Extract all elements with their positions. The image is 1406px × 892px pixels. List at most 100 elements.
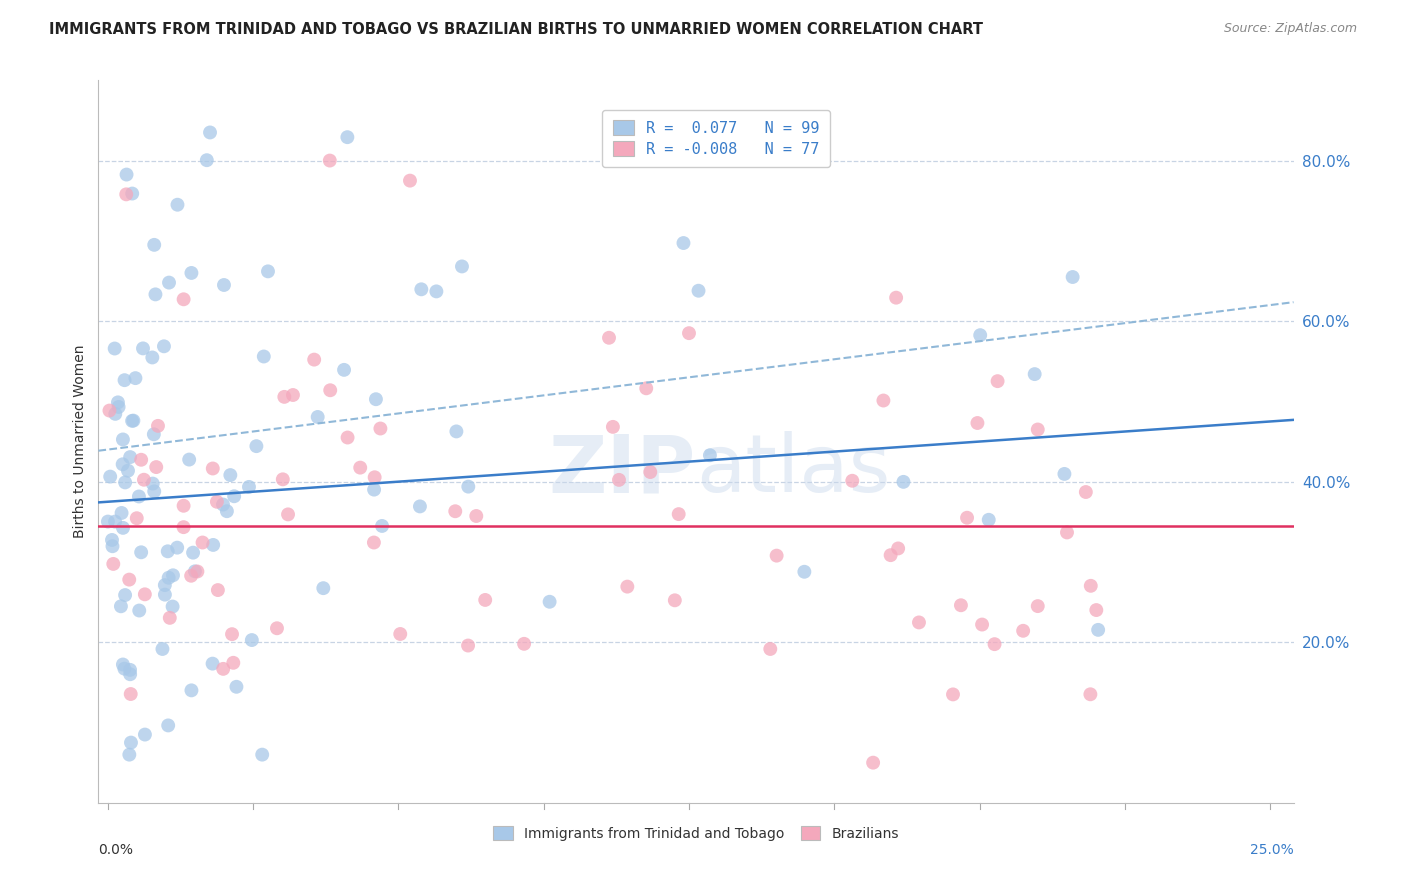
Point (132, 342, 155, 356)
Point (884, 291, 907, 305)
Point (250, 747, 273, 762)
Point (111, 521, 134, 535)
Point (678, 326, 700, 340)
Point (120, 663, 142, 677)
Point (111, 458, 134, 472)
Point (616, 580, 638, 594)
Point (156, 544, 179, 558)
Point (457, 639, 479, 653)
Point (111, 657, 134, 672)
Point (201, 461, 224, 475)
Point (221, 627, 243, 641)
Point (364, 392, 387, 407)
Point (908, 615, 931, 630)
Point (212, 498, 235, 512)
Point (180, 568, 202, 582)
Point (179, 452, 201, 467)
Point (173, 499, 195, 513)
Point (143, 484, 166, 499)
Point (1012, 624, 1035, 638)
Point (302, 352, 325, 367)
Point (977, 513, 1000, 527)
Point (887, 541, 910, 556)
Point (132, 473, 155, 487)
Point (173, 520, 195, 534)
Point (143, 237, 166, 252)
Text: IMMIGRANTS FROM TRINIDAD AND TOBAGO VS BRAZILIAN BIRTHS TO UNMARRIED WOMEN CORRE: IMMIGRANTS FROM TRINIDAD AND TOBAGO VS B… (49, 22, 983, 37)
Point (173, 293, 195, 307)
Point (277, 508, 299, 522)
Point (134, 728, 156, 742)
Point (129, 545, 152, 559)
Point (363, 483, 385, 497)
Point (103, 557, 125, 571)
Point (312, 581, 335, 595)
Text: atlas: atlas (696, 432, 890, 509)
Point (765, 549, 787, 563)
Point (409, 500, 432, 514)
Point (162, 568, 184, 582)
Point (451, 260, 474, 274)
Point (110, 599, 132, 614)
Point (602, 420, 624, 434)
Point (319, 384, 342, 398)
Point (117, 464, 139, 478)
Point (222, 656, 245, 670)
Point (184, 564, 207, 578)
Point (966, 416, 988, 430)
Point (1080, 579, 1102, 593)
Point (598, 331, 620, 345)
Point (125, 511, 148, 525)
Point (120, 667, 142, 681)
Point (969, 328, 991, 343)
Point (166, 197, 188, 211)
Point (142, 476, 165, 491)
Point (159, 611, 181, 625)
Point (201, 657, 224, 671)
Point (266, 621, 288, 635)
Point (271, 472, 294, 486)
Point (181, 546, 204, 560)
Point (281, 388, 304, 402)
Point (104, 342, 127, 356)
Point (98, 403, 121, 417)
Point (107, 395, 129, 409)
Point (219, 468, 242, 483)
Point (411, 282, 433, 296)
Point (319, 153, 342, 168)
Point (872, 393, 894, 408)
Point (336, 130, 359, 145)
Point (145, 460, 167, 475)
Point (128, 603, 150, 617)
Point (257, 264, 280, 278)
Point (146, 418, 169, 433)
Point (513, 637, 536, 651)
Point (142, 427, 165, 442)
Point (97, 515, 120, 529)
Point (465, 508, 488, 523)
Point (107, 400, 129, 414)
Point (240, 633, 263, 648)
Point (191, 535, 214, 549)
Point (207, 583, 229, 598)
Text: ZIP: ZIP (548, 432, 696, 509)
Point (115, 187, 138, 202)
Point (121, 186, 143, 201)
Point (120, 687, 142, 701)
Point (111, 433, 134, 447)
Point (101, 533, 124, 547)
Point (363, 535, 385, 549)
Point (112, 662, 135, 676)
Point (399, 173, 422, 187)
Point (212, 662, 235, 676)
Point (253, 350, 276, 364)
Point (307, 409, 329, 424)
Point (202, 538, 225, 552)
Point (162, 599, 184, 614)
Point (793, 565, 815, 579)
Point (607, 473, 630, 487)
Point (759, 642, 782, 657)
Point (157, 718, 180, 732)
Point (153, 588, 176, 602)
Point (205, 495, 228, 509)
